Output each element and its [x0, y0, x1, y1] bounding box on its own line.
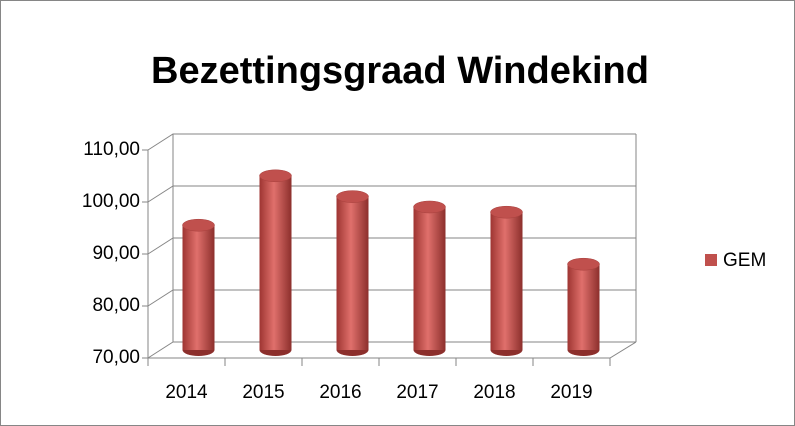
bar: [413, 200, 446, 356]
x-tick-label: 2016: [319, 382, 361, 403]
bar-body: [567, 264, 600, 350]
bar-top: [259, 169, 292, 183]
bar: [490, 205, 523, 356]
bar: [182, 218, 215, 356]
bar-top: [490, 205, 523, 219]
grid-line: [147, 133, 636, 151]
y-tick-label: 110,00: [83, 139, 140, 160]
grid-line: [147, 185, 636, 203]
legend-swatch: [705, 254, 717, 266]
y-tick-label: 100,00: [82, 191, 140, 212]
bar-body: [259, 175, 292, 350]
chart-title: Bezettingsgraad Windekind: [151, 50, 649, 92]
bar-top: [182, 218, 215, 232]
grid-line: [147, 237, 636, 255]
grid-line: [147, 341, 636, 359]
bar-top: [336, 190, 369, 203]
bar-top: [567, 257, 600, 271]
x-tick-label: 2015: [242, 382, 284, 403]
bar-top: [413, 200, 446, 214]
grid-line: [147, 289, 636, 307]
bar-body: [413, 207, 446, 350]
x-tick-label: 2017: [396, 382, 438, 403]
y-tick-label: 80,00: [92, 295, 140, 316]
legend-label: GEM: [723, 250, 766, 271]
bar-body: [336, 196, 369, 350]
bar-body: [182, 225, 215, 350]
bar: [336, 190, 369, 356]
x-tick-label: 2019: [550, 382, 592, 403]
bar-body: [490, 212, 523, 350]
bar: [259, 169, 292, 356]
y-tick-label: 70,00: [92, 347, 140, 368]
y-tick-label: 90,00: [92, 243, 140, 264]
bar: [567, 257, 600, 356]
x-tick-label: 2018: [473, 382, 515, 403]
x-tick-label: 2014: [165, 382, 208, 403]
